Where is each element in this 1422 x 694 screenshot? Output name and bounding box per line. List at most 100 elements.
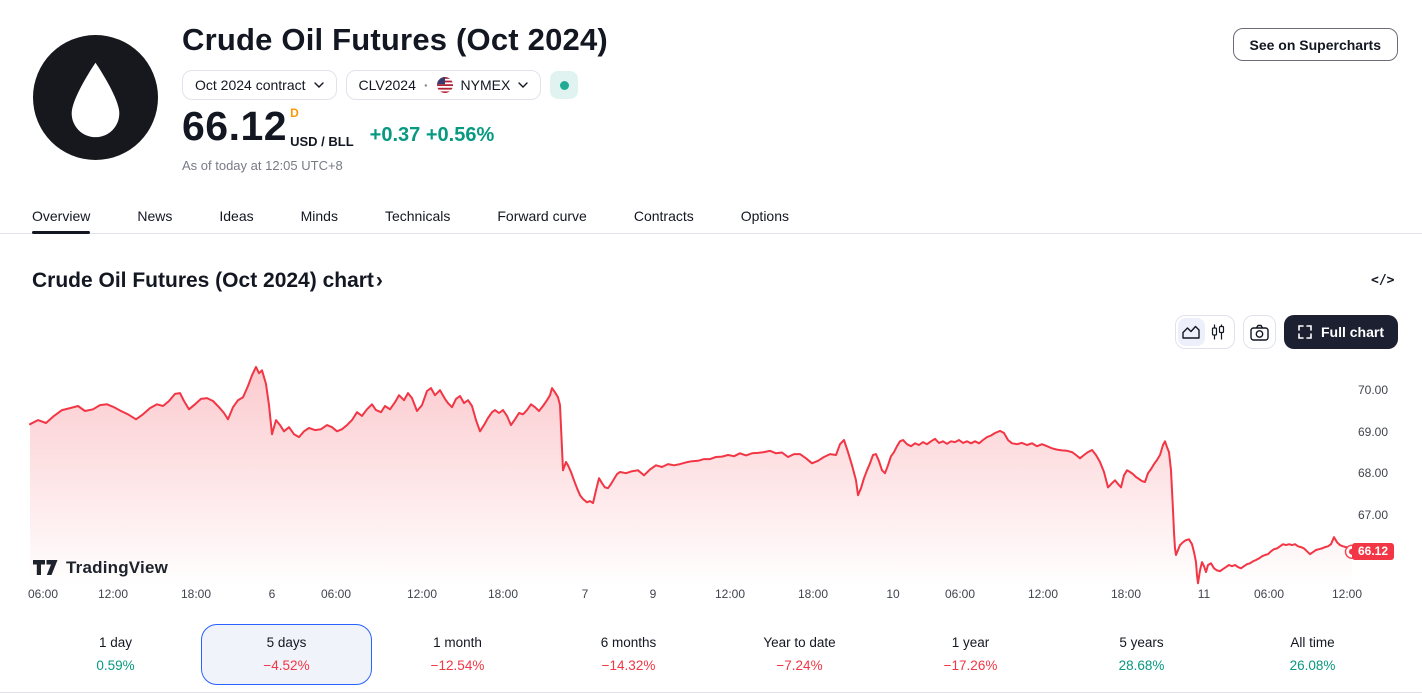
price-unit: USD / BLL [290, 134, 354, 149]
time-scale-label: 18:00 [797, 587, 829, 601]
candles-chart-type-button[interactable] [1205, 318, 1232, 346]
time-scale-label: 18:00 [1110, 587, 1142, 601]
period-change-value: 0.59% [96, 658, 135, 673]
time-scale: 06:00 12:00 18:00 6 06:00 12:00 18:00 7 9 12:00 18… [0, 587, 1422, 603]
time-scale-label: 06:00 [27, 587, 59, 601]
full-chart-button[interactable]: Full chart [1283, 315, 1398, 349]
period-label: All time [1290, 635, 1335, 650]
section-divider [0, 692, 1422, 693]
price-scale-label: 67.00 [1358, 508, 1389, 522]
time-scale-label: 12:00 [406, 587, 438, 601]
page-title: Crude Oil Futures (Oct 2024) [182, 22, 608, 57]
period-change-value: 26.08% [1289, 658, 1336, 673]
period-button-all-time[interactable]: All time 26.08% [1227, 624, 1398, 685]
contract-selector[interactable]: Oct 2024 contract [182, 70, 337, 100]
time-scale-label: 6 [268, 587, 276, 601]
period-change-value: −12.54% [430, 658, 485, 673]
candlestick-icon [1212, 324, 1225, 340]
price-change: +0.37 +0.56% [369, 124, 495, 146]
period-label: 5 days [266, 635, 307, 650]
time-scale-label: 7 [581, 587, 589, 601]
period-change-value: −4.52% [263, 658, 310, 673]
time-scale-label: 06:00 [944, 587, 976, 601]
period-label: 1 year [951, 635, 990, 650]
header-pills: Oct 2024 contract CLV2024 · NYM [182, 70, 579, 100]
camera-icon [1250, 324, 1269, 341]
chevron-right-icon: › [375, 269, 383, 292]
price-scale-label: 70.00 [1358, 383, 1389, 397]
period-label: 6 months [600, 635, 657, 650]
contract-selector-label: Oct 2024 contract [195, 77, 306, 93]
last-price-tag: 66.12 [1352, 543, 1395, 560]
period-button-year-to-date[interactable]: Year to date −7.24% [714, 624, 885, 685]
period-change-value: 28.68% [1118, 658, 1165, 673]
time-scale-label: 12:00 [97, 587, 129, 601]
tab-options[interactable]: Options [740, 208, 789, 224]
tab-minds[interactable]: Minds [300, 208, 338, 224]
time-scale-label: 18:00 [487, 587, 519, 601]
tab-contracts[interactable]: Contracts [633, 208, 694, 224]
oil-drop-logo [33, 35, 158, 160]
time-scale-label: 10 [886, 587, 900, 601]
market-open-dot-icon [559, 80, 569, 90]
tradingview-logo-icon [33, 560, 58, 575]
last-price: 66.12 [182, 103, 288, 149]
period-button-1-year[interactable]: 1 year −17.26% [885, 624, 1056, 685]
exchange-label: NYMEX [460, 77, 511, 93]
tab-news[interactable]: News [137, 208, 173, 224]
period-label: 1 day [98, 635, 133, 650]
period-button-5-days[interactable]: 5 days −4.52% [201, 624, 372, 685]
area-chart-icon [1182, 325, 1201, 339]
full-chart-label: Full chart [1320, 324, 1384, 340]
see-on-supercharts-button[interactable]: See on Supercharts [1232, 28, 1398, 61]
tradingview-watermark-label: TradingView [66, 558, 169, 577]
time-scale-label: 12:00 [714, 587, 746, 601]
fullscreen-icon [1298, 325, 1312, 339]
price-scale-label: 68.00 [1358, 466, 1389, 480]
price-chart-plot[interactable] [29, 352, 1360, 587]
tab-technicals[interactable]: Technicals [384, 208, 451, 224]
as-of-timestamp: As of today at 12:05 UTC+8 [182, 158, 343, 173]
area-chart-type-button[interactable] [1177, 318, 1205, 346]
chevron-down-icon [518, 82, 529, 88]
delayed-data-flag: D [290, 106, 299, 120]
time-scale-label: 18:00 [180, 587, 212, 601]
snapshot-button[interactable] [1242, 315, 1276, 349]
tradingview-watermark[interactable]: TradingView [33, 558, 168, 578]
market-status-indicator [550, 71, 579, 99]
embed-code-icon[interactable]: </> [1371, 273, 1395, 288]
tab-forward-curve[interactable]: Forward curve [497, 208, 587, 224]
price-line [29, 365, 1353, 585]
chart-type-switcher [1174, 315, 1235, 349]
area-fill [30, 366, 1352, 587]
us-flag-icon [436, 77, 453, 93]
time-scale-label: 12:00 [1027, 587, 1059, 601]
time-scale-label: 06:00 [1253, 587, 1285, 601]
period-change-value: −7.24% [776, 658, 823, 673]
period-button-5-years[interactable]: 5 years 28.68% [1056, 624, 1227, 685]
price-scale-label: 69.00 [1358, 425, 1389, 439]
price-block: 66.12 D USD / BLL +0.37 +0.56% [182, 104, 494, 148]
separator-dot: · [423, 77, 429, 93]
tab-overview[interactable]: Overview [32, 199, 91, 234]
time-scale-label: 06:00 [320, 587, 352, 601]
time-scale-label: 12:00 [1331, 587, 1363, 601]
period-button-1-month[interactable]: 1 month −12.54% [372, 624, 543, 685]
symbol-label: CLV2024 [358, 77, 416, 93]
period-label: Year to date [763, 635, 836, 650]
period-change-value: −17.26% [943, 658, 998, 673]
period-label: 1 month [433, 635, 482, 650]
tab-ideas[interactable]: Ideas [219, 208, 254, 224]
chart-toolbar: Full chart [1174, 315, 1398, 349]
period-change-value: −14.32% [601, 658, 656, 673]
period-button-1-day[interactable]: 1 day 0.59% [30, 624, 201, 685]
symbol-exchange-selector[interactable]: CLV2024 · NYMEX [345, 70, 542, 100]
chevron-down-icon [313, 82, 324, 88]
period-button-6-months[interactable]: 6 months −14.32% [543, 624, 714, 685]
chart-section-title-link[interactable]: Crude Oil Futures (Oct 2024) chart› [32, 269, 383, 292]
period-label: 5 years [1119, 635, 1164, 650]
time-scale-label: 11 [1197, 587, 1211, 601]
period-change-row: 1 day 0.59% 5 days −4.52% 1 month −12.54% 6 mo… [30, 624, 1398, 685]
tab-bar: Overview News Ideas Minds Technicals Forward … [0, 199, 1422, 234]
